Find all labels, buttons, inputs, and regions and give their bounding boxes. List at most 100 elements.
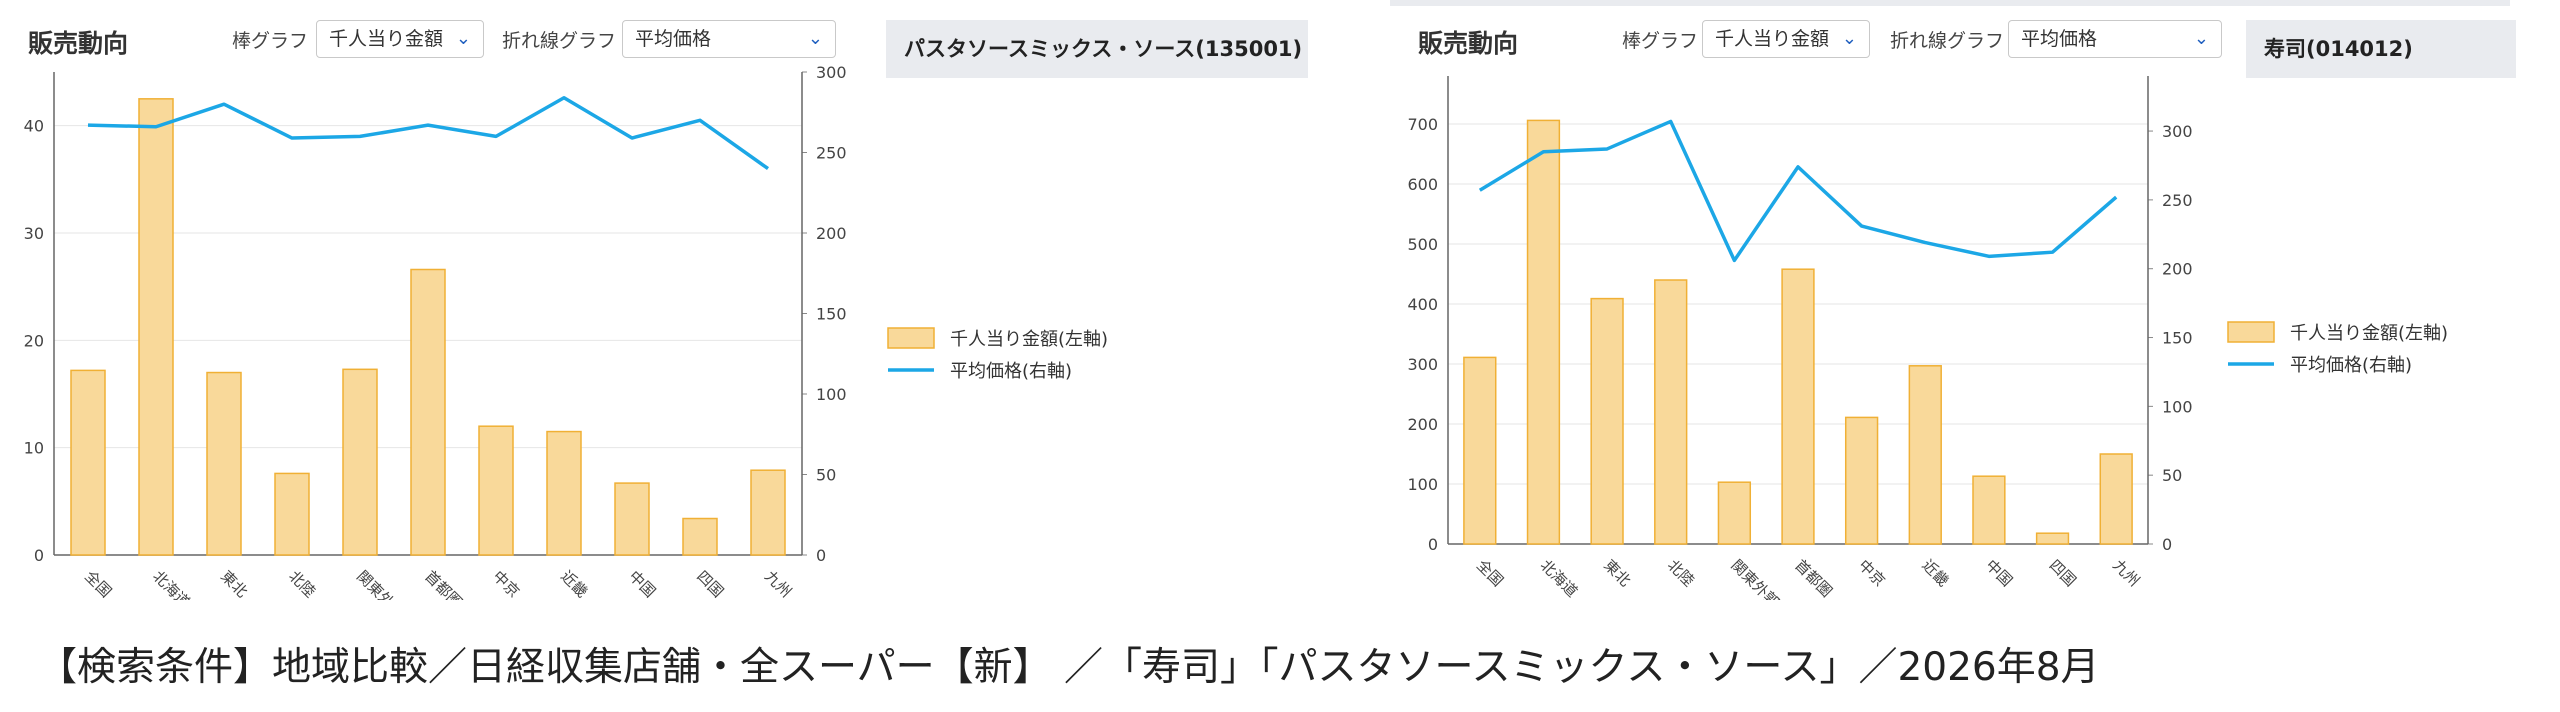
line-metric-value: 平均価格 bbox=[635, 28, 712, 50]
y-right-tick-label: 0 bbox=[2162, 535, 2172, 554]
y-left-tick-label: 20 bbox=[24, 331, 44, 350]
bar-graph-label: 棒グラフ bbox=[1622, 30, 1699, 52]
y-right-tick-label: 50 bbox=[2162, 466, 2182, 485]
y-left-tick-label: 500 bbox=[1407, 235, 1438, 254]
y-right-tick-label: 150 bbox=[2162, 329, 2193, 348]
x-tick-label: 四国 bbox=[693, 567, 727, 600]
search-condition-caption: 【検索条件】地域比較／日経収集店舗・全スーパー【新】 ／「寿司」「パスタソースミ… bbox=[38, 645, 2100, 690]
bar-首都圏 bbox=[1781, 268, 1815, 545]
x-tick-label: 中京 bbox=[1855, 556, 1889, 590]
line-metric-select[interactable]: 平均価格 ⌄ bbox=[622, 20, 836, 58]
bar-中京 bbox=[1844, 416, 1879, 545]
y-left-tick-label: 30 bbox=[24, 224, 44, 243]
line-metric-select[interactable]: 平均価格 ⌄ bbox=[2008, 20, 2222, 58]
bar-四国 bbox=[2035, 532, 2070, 545]
bar-中京 bbox=[478, 425, 514, 556]
bar-graph-label: 棒グラフ bbox=[232, 30, 309, 52]
legend-bar-label: 千人当り金額(左軸) bbox=[950, 329, 1108, 350]
bar-近畿 bbox=[1908, 365, 1942, 545]
line-graph-label: 折れ線グラフ bbox=[502, 30, 617, 52]
y-right-tick-label: 50 bbox=[816, 466, 836, 485]
x-tick-label: 北海道 bbox=[1537, 556, 1582, 600]
bar-metric-select[interactable]: 千人当り金額 ⌄ bbox=[316, 20, 484, 58]
product-title: パスタソースミックス・ソース(135001) bbox=[886, 20, 1308, 78]
chevron-down-icon: ⌄ bbox=[455, 28, 471, 49]
y-right-tick-label: 100 bbox=[816, 385, 847, 404]
y-left-tick-label: 200 bbox=[1407, 415, 1438, 434]
bar-九州 bbox=[750, 469, 786, 556]
bar-北陸 bbox=[1654, 279, 1688, 545]
chart-panel-sushi: 販売動向 棒グラフ 千人当り金額 ⌄ 折れ線グラフ 平均価格 ⌄ 寿司(0140… bbox=[1390, 0, 2560, 600]
y-left-tick-label: 10 bbox=[24, 439, 44, 458]
bar-関東外郭 bbox=[1717, 481, 1752, 545]
bar-metric-select[interactable]: 千人当り金額 ⌄ bbox=[1702, 20, 1870, 58]
legend-line-label: 平均価格(右軸) bbox=[950, 361, 1072, 382]
y-right-tick-label: 200 bbox=[816, 224, 847, 243]
y-left-tick-label: 100 bbox=[1407, 475, 1438, 494]
x-tick-label: 北海道 bbox=[149, 567, 194, 600]
bar-全国 bbox=[1463, 356, 1497, 545]
chart-panel-pasta: 販売動向 棒グラフ 千人当り金額 ⌄ 折れ線グラフ 平均価格 ⌄ パスタソースミ… bbox=[0, 0, 1320, 600]
x-tick-label: 北陸 bbox=[1664, 556, 1698, 590]
x-tick-label: 東北 bbox=[217, 567, 251, 600]
x-tick-label: 東北 bbox=[1600, 556, 1634, 590]
legend-line-label: 平均価格(右軸) bbox=[2290, 355, 2412, 376]
bar-全国 bbox=[70, 369, 106, 556]
x-tick-label: 近畿 bbox=[1918, 556, 1952, 590]
x-tick-label: 中京 bbox=[489, 567, 523, 600]
bar-四国 bbox=[682, 517, 718, 556]
y-left-tick-label: 400 bbox=[1407, 295, 1438, 314]
bar-近畿 bbox=[546, 430, 582, 556]
product-title: 寿司(014012) bbox=[2246, 20, 2516, 78]
combo-chart-sushi: 0 100 200 300 400 500 600 700 0 50 100 150 200 250 300… bbox=[1407, 76, 2448, 600]
avg-price-line bbox=[1478, 119, 2118, 263]
x-tick-label: 九州 bbox=[2109, 556, 2143, 590]
x-tick-label: 北陸 bbox=[285, 567, 319, 600]
bar-東北 bbox=[1590, 297, 1624, 545]
y-right-tick-label: 250 bbox=[816, 144, 847, 163]
y-right-tick-label: 200 bbox=[2162, 260, 2193, 279]
x-tick-label: 中国 bbox=[1982, 556, 2016, 590]
legend-bar-swatch bbox=[2227, 321, 2275, 343]
bar-九州 bbox=[2099, 453, 2133, 545]
x-tick-label: 近畿 bbox=[557, 567, 591, 600]
bar-北陸 bbox=[274, 472, 310, 556]
x-tick-label: 九州 bbox=[761, 567, 795, 600]
bar-首都圏 bbox=[410, 268, 446, 556]
top-divider bbox=[1390, 0, 2510, 6]
bar-metric-value: 千人当り金額 bbox=[1715, 28, 1830, 50]
x-tick-label: 首都圏 bbox=[1791, 556, 1836, 600]
chevron-down-icon: ⌄ bbox=[2193, 28, 2209, 49]
line-graph-label: 折れ線グラフ bbox=[1890, 30, 2005, 52]
x-tick-label: 全国 bbox=[81, 567, 115, 600]
legend-bar-label: 千人当り金額(左軸) bbox=[2290, 323, 2448, 344]
y-left-tick-label: 300 bbox=[1407, 355, 1438, 374]
bar-中国 bbox=[1972, 475, 2006, 545]
section-title: 販売動向 bbox=[28, 29, 129, 58]
y-left-tick-label: 700 bbox=[1407, 115, 1438, 134]
y-left-tick-label: 600 bbox=[1407, 175, 1438, 194]
section-title: 販売動向 bbox=[1418, 29, 1519, 58]
bar-中国 bbox=[614, 482, 650, 556]
y-left-tick-label: 40 bbox=[24, 117, 44, 136]
y-right-tick-label: 100 bbox=[2162, 397, 2193, 416]
combo-chart-pasta: 0 10 20 30 40 0 50 100 150 200 250 300 全国 北海道 東北 北陸 関東外郭… bbox=[24, 63, 1108, 600]
bar-metric-value: 千人当り金額 bbox=[329, 28, 444, 50]
x-tick-label: 関東外郭 bbox=[353, 567, 408, 600]
bar-北海道 bbox=[138, 98, 174, 556]
avg-price-line bbox=[87, 96, 770, 171]
y-left-tick-label: 0 bbox=[1428, 535, 1438, 554]
x-tick-label: 関東外郭 bbox=[1728, 556, 1783, 600]
chevron-down-icon: ⌄ bbox=[807, 28, 823, 49]
chevron-down-icon: ⌄ bbox=[1841, 28, 1857, 49]
bar-関東外郭 bbox=[342, 368, 378, 556]
y-right-tick-label: 250 bbox=[2162, 191, 2193, 210]
legend-bar-swatch bbox=[887, 327, 935, 349]
y-right-tick-label: 150 bbox=[816, 305, 847, 324]
y-right-tick-label: 300 bbox=[2162, 122, 2193, 141]
x-tick-label: 首都圏 bbox=[421, 567, 466, 600]
bar-北海道 bbox=[1526, 119, 1561, 545]
x-tick-label: 全国 bbox=[1473, 556, 1507, 590]
y-right-tick-label: 300 bbox=[816, 63, 847, 82]
bar-東北 bbox=[206, 371, 242, 556]
